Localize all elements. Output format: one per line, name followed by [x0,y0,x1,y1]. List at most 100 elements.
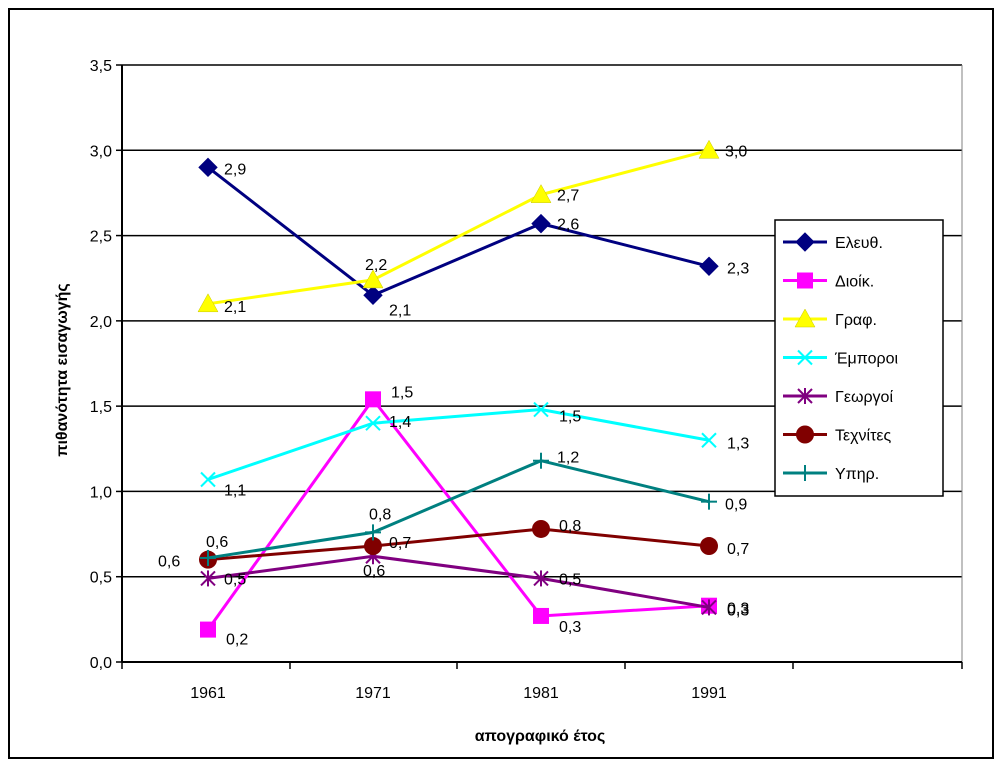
data-label: 1,1 [224,482,246,499]
marker-triangle [197,293,219,313]
series-line [207,527,710,562]
data-label: 0,7 [727,541,749,558]
marker-plus [701,493,717,510]
data-label: 2,7 [557,188,579,205]
marker-diamond [198,157,218,178]
marker-triangle [530,184,552,203]
data-label: 0,8 [559,518,581,535]
data-label: 0,5 [559,571,581,588]
series-line [207,148,710,306]
marker-stroke [797,349,813,366]
data-label: 1,5 [391,384,413,401]
marker-shape [363,285,383,305]
series-line [207,554,710,609]
marker-shape [365,391,381,408]
marker-plus [200,549,216,566]
marker-diamond [699,256,719,276]
legend-item: Γεωργοί [783,388,893,406]
marker-x [701,432,717,448]
data-label: 0,2 [226,632,248,649]
data-label: 2,6 [557,217,579,234]
marker-shape [198,157,218,178]
marker-circle [364,537,382,556]
legend-label: Γραφ. [835,312,877,329]
data-label: 1,5 [559,409,581,426]
legend-item: Υπηρ. [783,465,879,483]
marker-square [200,621,216,638]
x-tick-label: 1961 [190,685,226,702]
marker-shape [533,607,549,624]
x-tick-label: 1981 [523,685,559,702]
series-line [206,396,710,631]
series-layer [197,139,720,638]
data-label: 0,5 [224,571,246,588]
marker-stroke [533,401,549,418]
marker-shape [362,269,384,289]
legend-item: Γραφ. [783,308,877,329]
marker-shape [700,537,718,556]
y-tick-label: 2,0 [90,314,112,331]
x-tick-label: 1971 [355,685,391,702]
marker-shape [794,308,816,328]
legend-label: Υπηρ. [835,466,879,483]
marker-triangle [698,139,720,159]
series-3 [200,401,717,488]
marker-plus [365,524,381,541]
legend-item: Τεχνίτες [783,425,892,445]
marker-stroke [365,415,381,431]
data-label: 1,3 [727,435,749,452]
y-tick-label: 3,5 [90,58,112,75]
data-label: 1,4 [389,414,411,431]
data-label: 2,9 [224,161,246,178]
marker-shape [795,232,815,252]
legend-item: Ελευθ. [783,232,883,252]
legend-label: Τεχνίτες [835,428,892,445]
marker-shape [530,184,552,203]
marker-shape [699,256,719,276]
data-label: 0,8 [369,506,391,523]
marker-shape [797,272,813,289]
data-label: 3,0 [725,143,747,160]
marker-plus [797,465,813,481]
series-line [207,166,710,297]
y-tick-label: 0,5 [90,570,112,587]
marker-shape [532,519,550,538]
marker-square [533,607,549,624]
series-1 [200,391,717,638]
marker-diamond [531,213,551,234]
data-label: 0,6 [158,554,180,571]
legend-item: Έμποροι [783,349,898,368]
marker-stroke [200,471,216,488]
marker-x [533,401,549,418]
series-line [207,408,710,481]
marker-circle [532,519,550,538]
y-tick-label: 2,5 [90,229,112,246]
data-label: 0,6 [206,534,228,551]
legend-label: Έμποροι [834,351,898,368]
legend-item: Διοίκ. [783,272,874,291]
legend-label: Ελευθ. [835,235,883,252]
legend: Ελευθ. Διοίκ. Γραφ. Έμποροι Γεωργοί Τεχνίτες Υ… [774,219,944,497]
marker-shape [364,537,382,556]
marker-diamond [363,285,383,305]
x-tick-label: 1991 [691,685,727,702]
data-label: 0,3 [727,602,749,619]
marker-shape [197,293,219,313]
marker-x [200,471,216,488]
marker-shape [200,621,216,638]
y-tick-label: 0,0 [90,655,112,672]
data-label: 0,7 [389,535,411,552]
marker-circle [796,425,814,444]
marker-circle [700,537,718,556]
series-line [207,459,710,560]
data-labels: 2,9 2,1 2,6 2,3 0,2 1,5 0,3 0,3 2,1 2,2 2,7 3,0 1,1 1… [158,143,749,648]
data-label: 2,2 [365,257,387,274]
y-tick-label: 3,0 [90,143,112,160]
marker-stroke [701,432,717,448]
data-label: 0,9 [725,497,747,514]
marker-triangle [362,269,384,289]
data-label: 0,3 [559,619,581,636]
data-label: 2,3 [727,260,749,277]
series-4 [200,548,717,616]
y-axis-title: πιθανότητα εισαγωγής [54,283,71,457]
